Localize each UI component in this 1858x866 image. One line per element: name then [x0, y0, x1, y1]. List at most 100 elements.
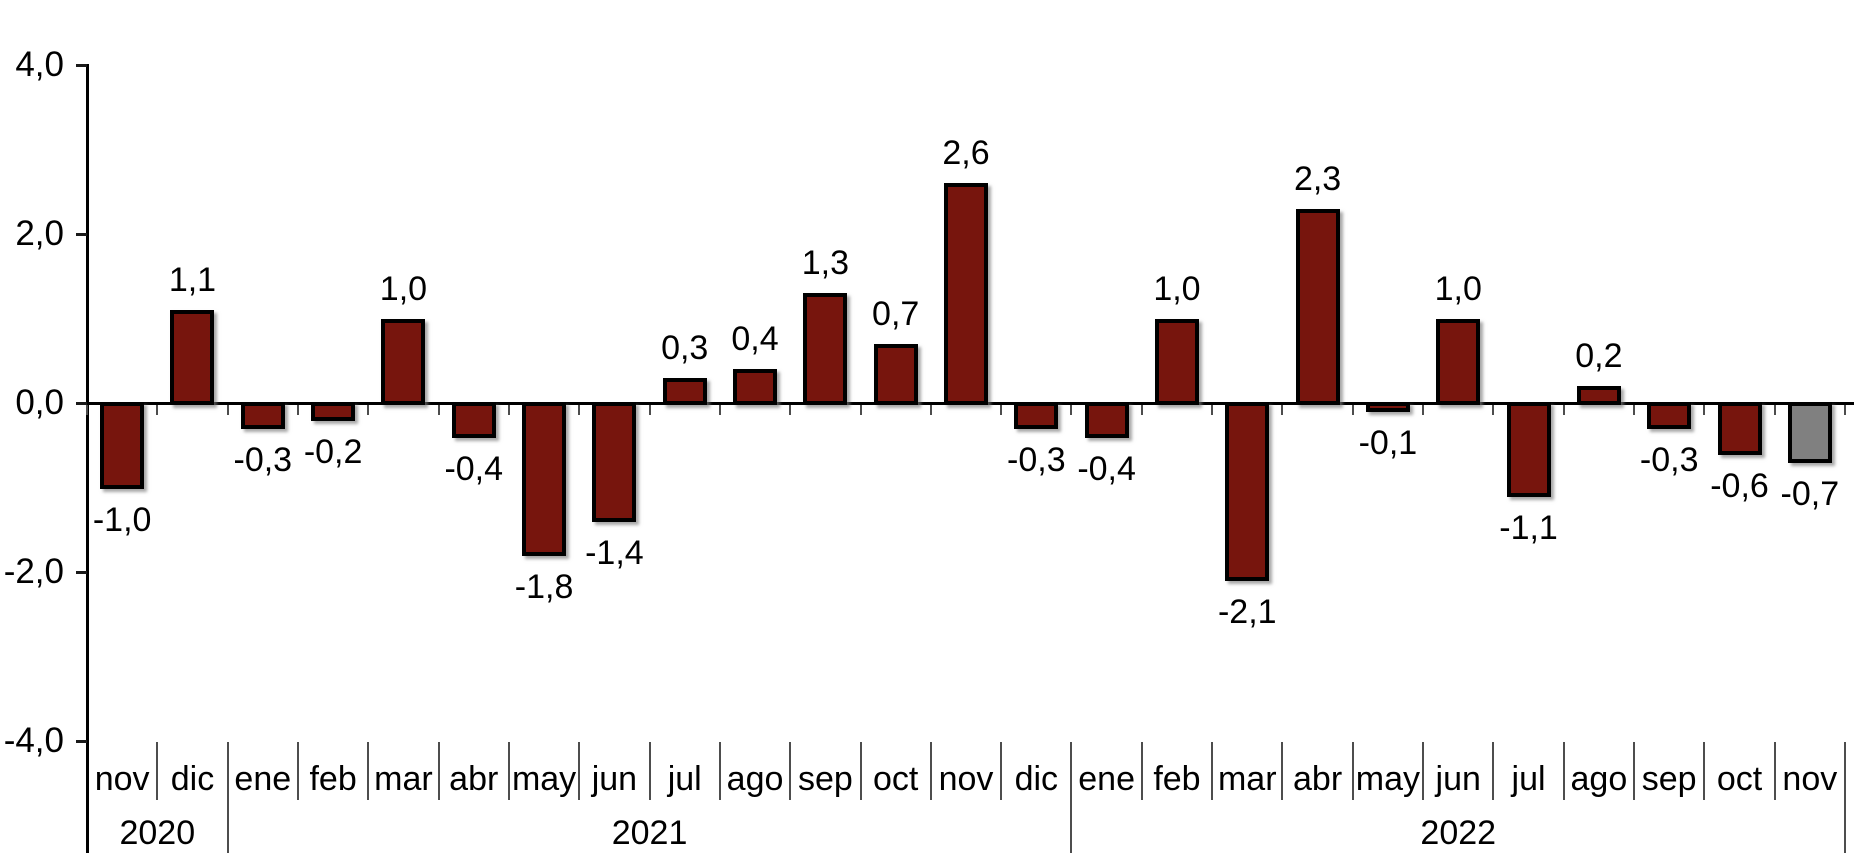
x-axis-month-label: may: [511, 760, 577, 798]
bar-value-label: 1,0: [1434, 269, 1482, 308]
bar-value-label: 1,1: [168, 261, 217, 300]
category-tick: [296, 405, 299, 415]
bar-value-label: -0,7: [1780, 475, 1840, 514]
year-separator: [226, 742, 229, 853]
x-axis-month-label: jun: [591, 760, 638, 798]
bar: [1154, 318, 1199, 405]
category-tick: [507, 405, 510, 415]
category-tick: [1211, 405, 1214, 415]
month-separator: [1281, 742, 1284, 800]
bar-value-label: -1,8: [514, 568, 574, 607]
month-separator: [1703, 742, 1706, 800]
year-separator: [1070, 742, 1073, 853]
y-axis-tick-label: -2,0: [3, 552, 64, 591]
category-tick: [437, 405, 440, 415]
bar: [451, 402, 496, 438]
bar: [944, 183, 988, 405]
category-tick: [1140, 405, 1143, 415]
bar-value-label: -0,3: [1007, 441, 1066, 480]
bar-value-label: -0,2: [303, 432, 363, 471]
bar: [803, 293, 848, 405]
x-axis-month-label: oct: [872, 760, 919, 798]
month-separator: [1773, 742, 1776, 800]
bar: [522, 402, 567, 557]
bar-value-label: -0,3: [1639, 441, 1699, 480]
y-axis-tick: [76, 233, 87, 236]
y-axis-tick: [76, 64, 87, 67]
month-separator: [1422, 742, 1425, 800]
bar: [240, 402, 285, 430]
category-tick: [1844, 405, 1846, 415]
x-axis-month-label: nov: [1782, 760, 1838, 798]
category-tick: [859, 405, 862, 415]
category-tick: [789, 405, 792, 415]
month-separator: [929, 742, 932, 800]
category-tick: [1633, 405, 1636, 415]
bar: [381, 318, 426, 405]
bar: [1647, 402, 1692, 430]
month-separator: [296, 742, 299, 800]
bar-value-label: -0,6: [1710, 466, 1769, 505]
x-axis-month-label: ago: [1570, 760, 1628, 798]
bar-value-label: 2,6: [942, 134, 990, 173]
month-separator: [507, 742, 510, 800]
x-axis-month-label: oct: [1716, 760, 1763, 798]
x-axis-month-label: sep: [1641, 760, 1697, 798]
x-axis-month-label: feb: [309, 760, 357, 798]
bar: [1014, 402, 1059, 430]
month-separator: [1000, 742, 1003, 800]
bar-value-label: 0,2: [1575, 337, 1623, 376]
category-tick: [1562, 405, 1565, 415]
month-separator: [578, 742, 581, 800]
bar-value-label: -0,4: [444, 449, 504, 488]
month-separator: [1140, 742, 1143, 800]
category-tick: [1281, 405, 1284, 415]
bar: [100, 402, 145, 489]
y-axis-tick-label: 0,0: [15, 383, 64, 422]
category-tick: [718, 405, 721, 415]
category-tick: [648, 405, 651, 415]
category-tick: [226, 405, 229, 415]
month-separator: [1211, 742, 1214, 800]
bar-value-label: -1,0: [92, 500, 152, 539]
x-axis-month-label: dic: [170, 760, 215, 798]
bar: [1225, 402, 1270, 582]
bar-value-label: 2,3: [1293, 159, 1342, 198]
bar-value-label: 0,4: [731, 320, 779, 359]
y-axis-tick-label: 4,0: [15, 45, 64, 84]
category-tick: [86, 405, 88, 415]
month-separator: [437, 742, 440, 800]
x-axis-month-label: mar: [374, 760, 433, 798]
x-axis-year-label: 2022: [1420, 814, 1497, 852]
month-separator: [1492, 742, 1495, 800]
x-axis-month-label: mar: [1217, 760, 1277, 798]
category-tick: [929, 405, 932, 415]
bar-highlighted: [1787, 402, 1832, 464]
category-tick: [1351, 405, 1354, 415]
bar: [1576, 386, 1621, 405]
bar-value-label: -0,4: [1077, 449, 1136, 488]
x-axis-month-label: nov: [94, 760, 150, 798]
x-axis-month-label: ene: [234, 760, 292, 798]
category-tick: [1492, 405, 1495, 415]
bar: [1436, 318, 1481, 405]
category-tick: [1703, 405, 1706, 415]
bar: [592, 402, 637, 523]
month-separator: [1633, 742, 1636, 800]
month-separator: [648, 742, 651, 800]
month-separator: [367, 742, 370, 800]
bar: [873, 343, 918, 405]
category-tick: [578, 405, 581, 415]
y-axis-tick: [76, 740, 87, 743]
y-axis-tick: [76, 402, 87, 405]
bar-value-label: 1,0: [1153, 269, 1201, 308]
bar-value-label: -0,3: [233, 441, 293, 480]
bar-value-label: 0,7: [872, 294, 920, 333]
category-tick: [156, 405, 159, 415]
month-separator: [859, 742, 862, 800]
bar: [1717, 402, 1762, 455]
bar-value-label: -0,1: [1358, 424, 1418, 463]
bar: [1506, 402, 1551, 497]
y-axis-tick-label: 2,0: [15, 214, 64, 253]
